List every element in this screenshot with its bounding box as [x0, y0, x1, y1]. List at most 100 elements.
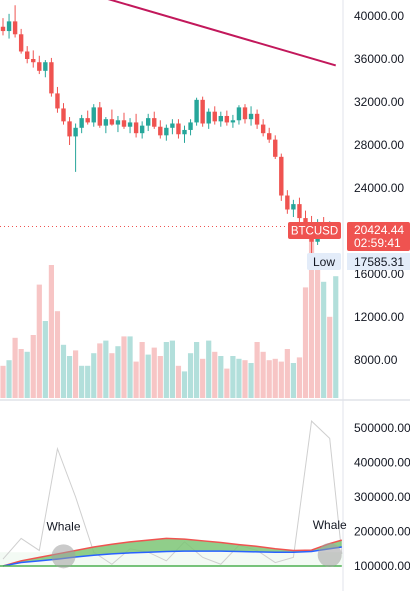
volume-bar: [248, 363, 254, 398]
indicator-tick-label: 100000.00: [354, 559, 410, 573]
candle-body: [152, 118, 157, 127]
volume-bar: [290, 363, 296, 398]
volume-bar: [224, 368, 230, 398]
volume-bar: [181, 371, 188, 398]
volume-bar: [218, 356, 224, 398]
candle-body: [43, 62, 48, 71]
volume-bar: [103, 340, 109, 398]
candle-body: [31, 59, 36, 63]
candle-body: [25, 51, 30, 59]
price-axis: 40000.00 36000.00 32000.00 28000.00 24000.00…: [354, 9, 404, 367]
candle-body: [182, 129, 187, 135]
volume-bar: [151, 347, 157, 398]
candle-body: [67, 121, 72, 137]
volume-bar: [139, 342, 145, 398]
candle-body: [97, 107, 102, 126]
volume-bar: [327, 316, 333, 398]
volume-bar: [85, 365, 91, 398]
volume-bar: [194, 342, 200, 398]
price-tick-label: 40000.00: [354, 9, 404, 23]
candle-body: [18, 34, 24, 52]
price-tick-label: 28000.00: [354, 138, 404, 152]
candle-body: [194, 99, 199, 123]
low-label: Low: [313, 255, 335, 269]
candle-body: [133, 122, 139, 134]
candle-body: [206, 111, 211, 124]
candle-body: [12, 21, 18, 35]
volume-bar: [169, 340, 175, 398]
price-tick-label: 16000.00: [354, 267, 404, 281]
candle-body: [285, 195, 290, 210]
candle-body: [297, 204, 302, 219]
volume-bar: [115, 346, 121, 398]
candle-body: [236, 107, 242, 121]
volume-bar: [73, 350, 79, 398]
candle-body: [218, 115, 223, 122]
volume-bar: [0, 365, 6, 398]
volume-bar: [254, 342, 260, 398]
countdown-timer: 02:59:41: [354, 236, 401, 250]
volume-bar: [278, 361, 284, 398]
candle-body: [115, 120, 121, 125]
last-price-tag-bg[interactable]: [347, 222, 410, 251]
whale-annotation: Whale: [46, 519, 80, 533]
volume-bar: [302, 287, 309, 398]
whale-marker: [51, 544, 76, 569]
volume-bar: [54, 311, 61, 398]
candle-body: [267, 133, 272, 140]
candles: [0, 5, 332, 257]
volume-bar: [66, 356, 73, 398]
whale-indicator: Whale Whale: [0, 420, 347, 569]
candle-body: [79, 118, 84, 128]
candle-body: [230, 120, 236, 123]
volume-bar: [109, 353, 115, 398]
candle-body: [85, 118, 90, 123]
candle-body: [212, 111, 217, 122]
candle-body: [200, 99, 205, 124]
candle-body: [37, 62, 42, 71]
indicator-axis: 500000.00 400000.00 300000.00 200000.00 1000…: [354, 421, 410, 573]
candle-body: [242, 107, 248, 120]
symbol-tag-bg: [288, 222, 341, 239]
candle-body: [103, 119, 109, 126]
volume-bar: [12, 337, 18, 398]
trendline-layer[interactable]: [100, 0, 337, 67]
candle-body: [170, 123, 175, 128]
volume-bar: [266, 360, 272, 398]
indicator-tick-label: 500000.00: [354, 421, 410, 435]
candle-body: [109, 119, 115, 125]
candle-body: [260, 124, 266, 134]
whale-annotation: Whale: [313, 518, 347, 532]
candle-body: [279, 156, 284, 196]
candle-body: [254, 113, 260, 125]
volume-bar: [236, 358, 242, 398]
volume-bar: [187, 353, 194, 398]
volume-bars: [0, 237, 339, 398]
volume-bar: [321, 281, 327, 398]
candle-body: [188, 122, 193, 130]
candle-body: [146, 118, 151, 126]
candle-body: [127, 122, 133, 127]
candle-body: [224, 115, 230, 123]
whale-marker: [317, 542, 342, 567]
volume-bar: [18, 349, 24, 398]
candle-body: [176, 123, 181, 135]
volume-bar: [79, 365, 85, 398]
volume-bar: [42, 321, 48, 398]
low-label-bg: [307, 253, 341, 270]
volume-bar: [97, 343, 103, 398]
candle-body: [303, 218, 308, 225]
volume-bar: [200, 358, 206, 398]
candle-body: [91, 107, 96, 123]
volume-bar: [333, 276, 339, 398]
candle-body: [73, 127, 78, 137]
volume-bar: [121, 336, 127, 398]
candle-body: [139, 125, 145, 134]
volume-bar: [242, 360, 248, 398]
candle-body: [49, 62, 54, 94]
candle-body: [0, 26, 6, 32]
volume-bar: [127, 336, 133, 398]
price-tick-label: 8000.00: [354, 353, 398, 367]
